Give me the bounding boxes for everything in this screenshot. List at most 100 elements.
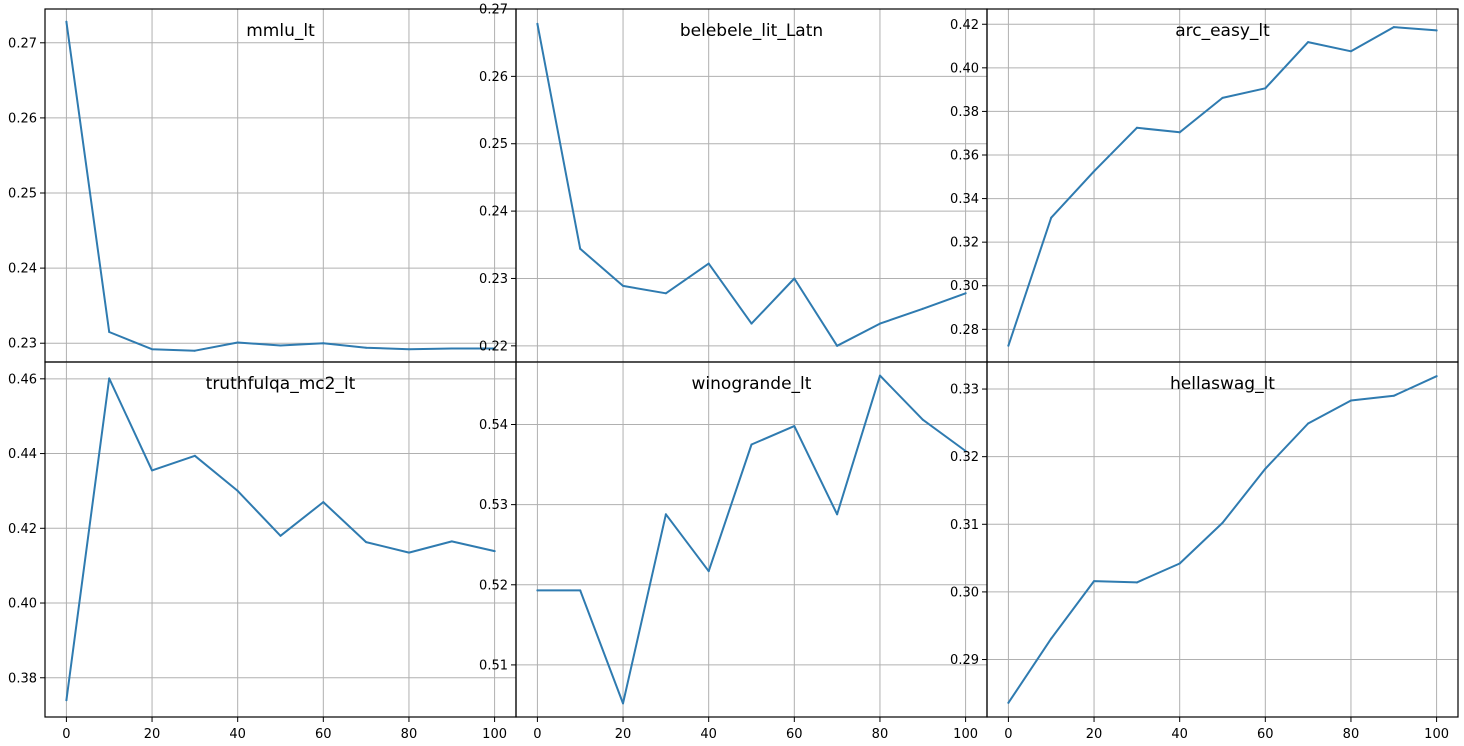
data-point (1435, 29, 1438, 32)
data-point (193, 454, 196, 457)
x-tick-label: 20 (144, 727, 161, 742)
x-tick-label: 40 (700, 727, 717, 742)
data-point (407, 551, 410, 554)
y-tick-label: 0.33 (950, 383, 979, 398)
x-tick-label: 80 (872, 727, 889, 742)
data-point (450, 347, 453, 350)
x-tick-label: 80 (401, 727, 418, 742)
x-tick-label: 100 (953, 727, 978, 742)
y-tick-label: 0.42 (950, 18, 979, 33)
chart-title: hellaswag_lt (1170, 374, 1275, 394)
panel-mmlu-lt: 0.23 0.24 0.25 0.26 0.27 mmlu_lt (8, 8, 517, 363)
chart-title: winogrande_lt (692, 374, 812, 394)
x-tick-label: 40 (229, 727, 246, 742)
data-point (493, 550, 496, 553)
data-point (1349, 50, 1352, 53)
data-point (236, 489, 239, 492)
panel-arc-easy-lt: 0.28 0.30 0.32 0.34 0.36 0.38 0.40 0.42 arc_easy… (950, 8, 1459, 363)
data-point (836, 344, 839, 347)
x-tick-label: 20 (615, 727, 632, 742)
y-tick-label: 0.32 (950, 450, 979, 465)
data-point (1435, 375, 1438, 378)
data-point (1135, 581, 1138, 584)
y-tick-label: 0.29 (950, 653, 979, 668)
data-point (407, 348, 410, 351)
y-tick-label: 0.32 (950, 236, 979, 251)
y-tick-label: 0.22 (479, 339, 508, 354)
y-tick-label: 0.26 (8, 111, 37, 126)
x-tick-label: 100 (482, 727, 507, 742)
data-point (750, 443, 753, 446)
data-point (1307, 422, 1310, 425)
y-tick-label: 0.31 (950, 518, 979, 533)
x-tick-label: 80 (1343, 727, 1360, 742)
x-tick-label: 20 (1086, 727, 1103, 742)
data-point (1178, 562, 1181, 565)
y-tick-label: 0.51 (479, 658, 508, 673)
data-point (921, 307, 924, 310)
y-tick-label: 0.38 (8, 671, 37, 686)
data-point (750, 322, 753, 325)
data-point (65, 699, 68, 702)
y-tick-label: 0.23 (8, 337, 37, 352)
data-point (1007, 701, 1010, 704)
data-point (1135, 126, 1138, 129)
data-point (236, 341, 239, 344)
panel-winogrande-lt: 0.51 0.52 0.53 0.54 0 20 40 60 80 100 winogrande_l… (479, 361, 988, 742)
data-point (664, 513, 667, 516)
data-point (622, 702, 625, 705)
y-tick-label: 0.27 (8, 36, 37, 51)
data-point (365, 346, 368, 349)
x-tick-label: 0 (62, 727, 70, 742)
data-point (1178, 131, 1181, 134)
data-point (579, 247, 582, 250)
x-tick-label: 100 (1424, 727, 1449, 742)
data-point (65, 20, 68, 23)
x-tick-label: 0 (1004, 727, 1012, 742)
y-tick-label: 0.52 (479, 578, 508, 593)
y-tick-label: 0.30 (950, 585, 979, 600)
y-tick-label: 0.25 (479, 137, 508, 152)
data-point (1392, 394, 1395, 397)
data-point (964, 292, 967, 295)
y-tick-label: 0.30 (950, 279, 979, 294)
chart-title: mmlu_lt (246, 21, 315, 41)
data-point (793, 425, 796, 428)
data-point (664, 292, 667, 295)
data-point (707, 570, 710, 573)
y-tick-label: 0.25 (8, 187, 37, 202)
data-point (193, 349, 196, 352)
data-point (151, 469, 154, 472)
y-tick-label: 0.42 (8, 522, 37, 537)
data-point (579, 589, 582, 592)
data-point (1093, 170, 1096, 173)
data-point (622, 284, 625, 287)
data-point (1221, 521, 1224, 524)
data-point (1264, 467, 1267, 470)
data-point (1264, 87, 1267, 90)
data-point (1050, 216, 1053, 219)
y-tick-label: 0.24 (8, 262, 37, 277)
data-point (322, 342, 325, 345)
chart-title: arc_easy_lt (1175, 21, 1270, 41)
data-point (793, 277, 796, 280)
y-tick-label: 0.40 (8, 597, 37, 612)
data-point (1221, 96, 1224, 99)
data-point (151, 348, 154, 351)
data-point (536, 22, 539, 25)
data-point (322, 501, 325, 504)
data-point (1392, 26, 1395, 29)
y-tick-label: 0.26 (479, 70, 508, 85)
data-point (878, 322, 881, 325)
data-point (1007, 344, 1010, 347)
y-tick-label: 0.23 (479, 272, 508, 287)
axes-frame (986, 361, 1459, 718)
panel-hellaswag-lt: 0.29 0.30 0.31 0.32 0.33 0 20 40 60 80 100 hellaswa… (950, 361, 1459, 742)
x-tick-label: 60 (315, 727, 332, 742)
y-tick-label: 0.34 (950, 192, 979, 207)
panel-truthfulqa-mc2-lt: 0.38 0.40 0.42 0.44 0.46 0 20 40 60 80 100 truthful… (8, 361, 517, 742)
y-tick-label: 0.38 (950, 105, 979, 120)
y-tick-label: 0.46 (8, 372, 37, 387)
data-point (836, 513, 839, 516)
